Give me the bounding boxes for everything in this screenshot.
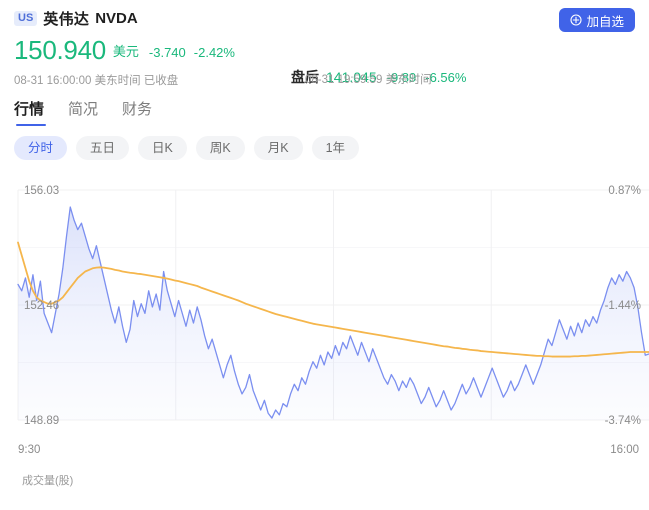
range-chip-one-year[interactable]: 1年 [311, 136, 360, 160]
price-change-percent: -2.42% [193, 45, 235, 60]
range-chip-daily-k-label: 日K [152, 141, 173, 155]
tab-quotes-label: 行情 [14, 101, 45, 118]
time-axis: 9:30 16:00 [0, 442, 649, 462]
y-axis-right-tick: 0.87% [608, 185, 641, 197]
y-axis-right-tick: -3.74% [605, 415, 641, 427]
y-axis-right-tick: -1.44% [605, 300, 641, 312]
range-chip-weekly-k[interactable]: 周K [195, 136, 245, 160]
tab-financials[interactable]: 财务 [122, 98, 152, 126]
range-chip-five-day-label: 五日 [90, 141, 116, 155]
after-hours-row: 盘后 141.045 -9.89 -6.56% [291, 67, 466, 87]
range-chip-five-day[interactable]: 五日 [76, 136, 130, 160]
price-chart[interactable]: 156.03 152.46 148.89 0.87% -1.44% -3.74% [0, 172, 649, 442]
plus-circle-icon [570, 14, 583, 26]
after-hours-change-percent: -6.56% [425, 70, 467, 85]
price-change: -3.740 [148, 45, 186, 60]
add-to-watchlist-label: 加自选 [586, 14, 624, 29]
price-row: 150.940 美元 -3.740 -2.42% 盘后 141.045 -9.8… [14, 34, 635, 85]
range-chip-daily-k[interactable]: 日K [138, 136, 187, 160]
quote-header: US 英伟达 NVDA 加自选 150.940 美元 -3.740 -2.42%… [0, 0, 649, 87]
y-axis-left-tick: 156.03 [24, 185, 59, 197]
market-badge: US [14, 10, 38, 26]
stock-code: NVDA [95, 9, 138, 27]
range-chip-intraday-label: 分时 [28, 141, 54, 155]
range-chip-monthly-k[interactable]: 月K [253, 136, 303, 160]
currency-label: 美元 [112, 44, 139, 59]
y-axis-left-tick: 152.46 [24, 300, 59, 312]
range-chip-intraday[interactable]: 分时 [14, 136, 68, 160]
current-price: 150.940 [14, 35, 106, 65]
after-hours-price: 141.045 [326, 69, 377, 85]
time-axis-end: 16:00 [610, 444, 639, 456]
section-tabs: 行情 简况 财务 [0, 87, 649, 126]
quote-timestamp: 08-31 16:00:00 美东时间 已收盘 [14, 75, 179, 87]
price-chart-svg[interactable]: 156.03 152.46 148.89 0.87% -1.44% -3.74% [0, 172, 649, 442]
stock-name: 英伟达 [43, 10, 90, 28]
range-chip-one-year-label: 1年 [325, 141, 346, 155]
range-selector: 分时 五日 日K 周K 月K 1年 [0, 126, 649, 160]
after-hours-change: -9.89 [386, 70, 417, 85]
stock-identity-row: US 英伟达 NVDA [14, 8, 635, 28]
tab-overview-label: 简况 [68, 101, 99, 118]
tab-overview[interactable]: 简况 [68, 98, 98, 126]
volume-section-label: 成交量(股) [22, 475, 74, 487]
time-axis-start: 9:30 [18, 444, 41, 456]
add-to-watchlist-button[interactable]: 加自选 [559, 8, 635, 32]
tab-financials-label: 财务 [122, 101, 153, 118]
y-axis-left-tick: 148.89 [24, 415, 59, 427]
after-hours-label: 盘后 [291, 69, 319, 85]
tab-quotes[interactable]: 行情 [14, 98, 47, 126]
range-chip-monthly-k-label: 月K [267, 141, 289, 155]
after-hours-timestamp: 08-31 19:59:59 美东时间 [305, 74, 432, 86]
timestamp-row: 08-31 16:00:00 美东时间 已收盘 08-31 19:59:59 美… [14, 71, 635, 87]
range-chip-weekly-k-label: 周K [209, 141, 231, 155]
